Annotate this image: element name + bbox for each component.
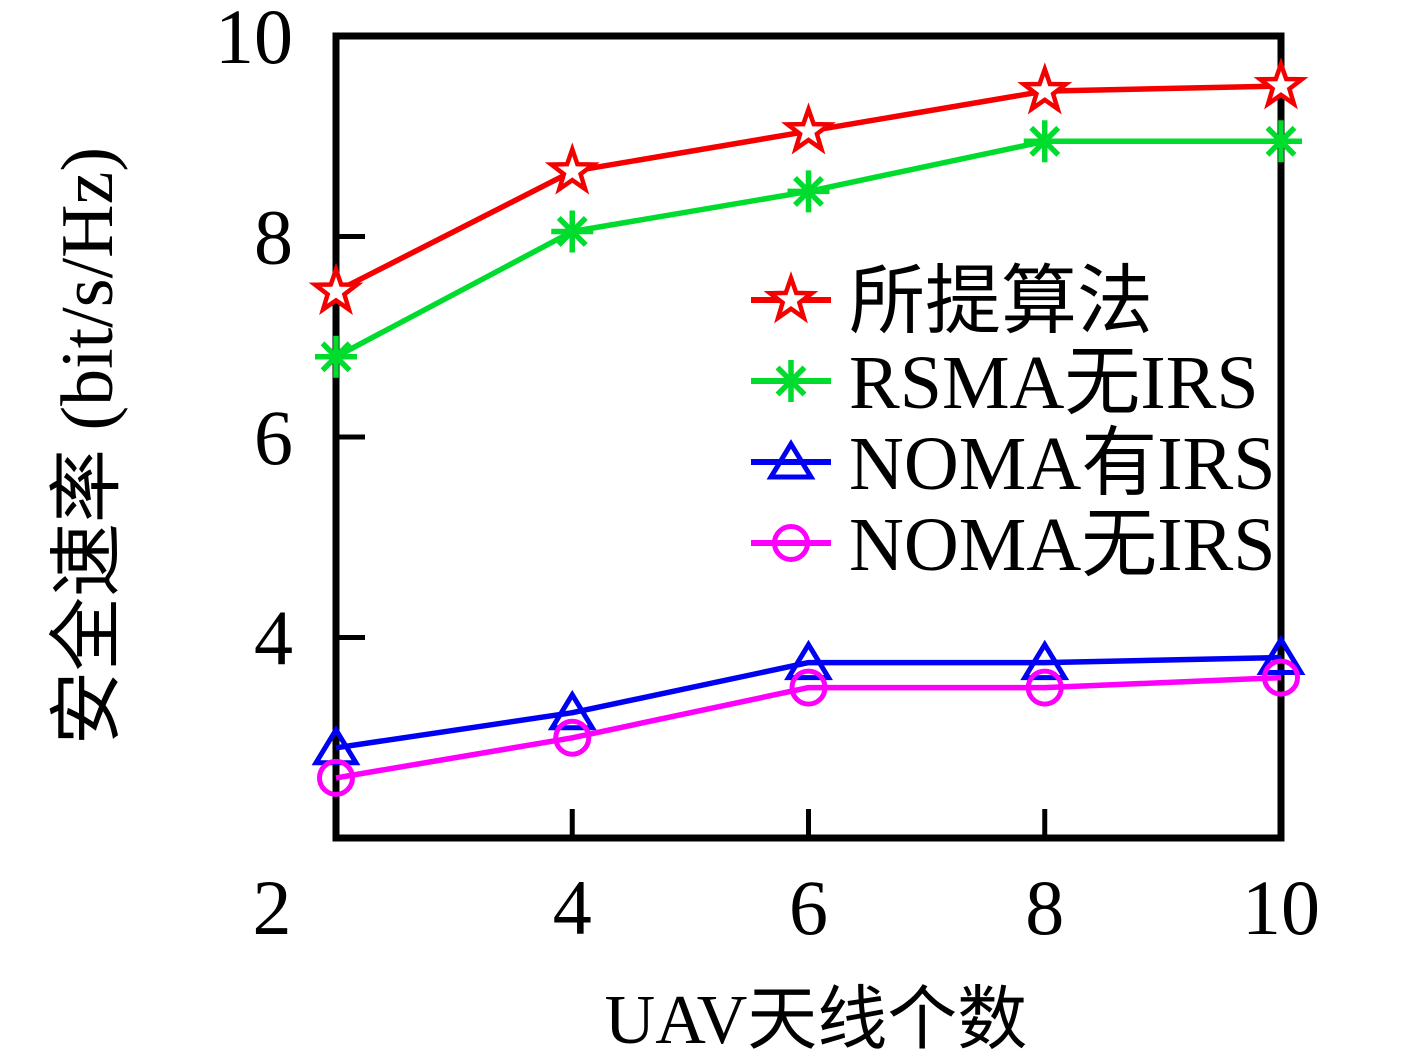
legend-label: NOMA有IRS — [849, 422, 1276, 506]
triangle-up-marker-icon — [766, 439, 816, 480]
series-line-3 — [335, 674, 1282, 781]
asterisk-marker-icon — [1023, 120, 1066, 163]
y-tick-label: 4 — [254, 595, 293, 682]
y-tick-label: 8 — [254, 194, 293, 281]
legend-item-3: NOMA无IRS — [751, 503, 1276, 587]
circle-marker-icon — [772, 524, 810, 562]
legend-label: NOMA无IRS — [849, 503, 1276, 587]
star-icon — [1017, 62, 1073, 115]
asterisk-marker-icon — [770, 360, 812, 402]
triangle-icon — [1020, 639, 1070, 681]
star5-marker-icon — [544, 142, 600, 195]
asterisk-icon — [775, 365, 807, 397]
triangle-up-marker-icon — [1020, 639, 1070, 681]
star5-marker-icon — [308, 262, 364, 315]
triangle-icon — [1256, 634, 1306, 676]
circle-marker-icon — [789, 668, 828, 707]
circle-marker-icon — [1025, 668, 1064, 707]
asterisk-icon — [793, 175, 824, 207]
asterisk-icon — [1265, 125, 1297, 157]
legend-label: 所提算法 — [849, 260, 1153, 344]
series-line-2 — [335, 654, 1282, 751]
legend-item-0: 所提算法 — [751, 260, 1153, 344]
triangle-up-marker-icon — [547, 689, 597, 731]
circle-marker-icon — [1262, 658, 1300, 697]
series-3 — [317, 658, 1300, 797]
circle-icon — [1025, 668, 1064, 707]
x-tick-label: 8 — [1025, 864, 1064, 951]
legend-label: RSMA无IRS — [849, 341, 1259, 425]
triangle-up-marker-icon — [1256, 634, 1306, 676]
asterisk-icon — [320, 341, 352, 373]
star5-marker-icon — [1253, 57, 1309, 110]
triangle-up-marker-icon — [784, 639, 833, 681]
star-icon — [1253, 57, 1309, 110]
circle-marker-icon — [317, 758, 355, 797]
asterisk-icon — [1029, 125, 1061, 157]
y-tick-label: 6 — [254, 394, 293, 481]
circle-icon — [1262, 658, 1300, 697]
triangle-icon — [766, 439, 816, 480]
star-icon — [308, 262, 364, 315]
star5-marker-icon — [763, 271, 819, 324]
series-0 — [308, 57, 1309, 315]
triangle-icon — [784, 639, 833, 681]
series-1 — [315, 120, 1302, 378]
circle-marker-icon — [553, 718, 592, 757]
asterisk-icon — [556, 216, 588, 247]
x-tick-label: 4 — [553, 864, 592, 951]
x-tick-label: 2 — [253, 864, 292, 951]
series-2 — [311, 634, 1306, 766]
circle-icon — [772, 524, 810, 562]
circle-icon — [789, 668, 828, 707]
star5-marker-icon — [781, 102, 836, 155]
legend-item-2: NOMA有IRS — [751, 422, 1276, 506]
star5-marker-icon — [1017, 62, 1073, 115]
circle-icon — [553, 718, 592, 757]
star-icon — [544, 142, 600, 195]
star-icon — [763, 271, 819, 324]
legend-item-1: RSMA无IRS — [751, 341, 1259, 425]
star-icon — [781, 102, 836, 155]
asterisk-marker-icon — [315, 335, 357, 378]
x-tick-label: 6 — [789, 864, 828, 951]
triangle-icon — [547, 689, 597, 731]
x-axis-label: UAV天线个数 — [605, 982, 1028, 1058]
x-tick-label: 10 — [1242, 864, 1320, 951]
asterisk-marker-icon — [1260, 120, 1302, 163]
circle-icon — [317, 758, 355, 797]
y-axis-label: 安全速率 (bit/s/Hz) — [47, 147, 129, 745]
asterisk-marker-icon — [787, 170, 830, 213]
asterisk-marker-icon — [551, 210, 594, 253]
y-tick-label: 10 — [215, 0, 293, 80]
